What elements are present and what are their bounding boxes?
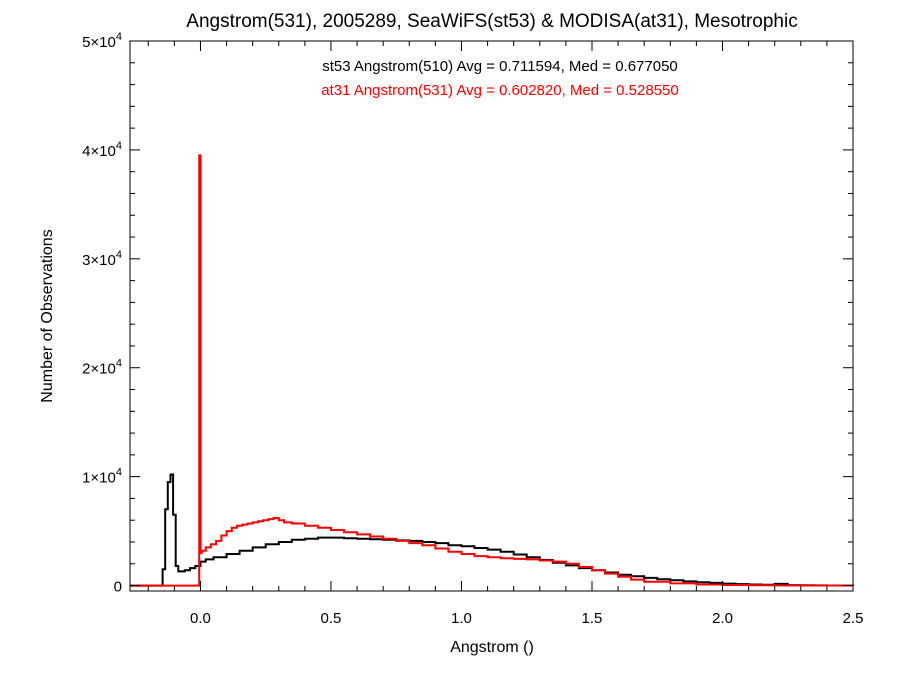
series-line-0 xyxy=(130,473,854,587)
x-tick-label: 0.5 xyxy=(321,610,342,627)
series-line-1 xyxy=(130,154,854,587)
plot-area xyxy=(130,154,854,587)
x-tick-label: 0.0 xyxy=(190,610,211,627)
x-tick-label: 2.5 xyxy=(843,610,864,627)
y-tick-label: 4×104 xyxy=(82,140,122,160)
y-tick-label: 5×104 xyxy=(82,31,122,51)
x-tick-label: 1.5 xyxy=(582,610,603,627)
plot-frame xyxy=(129,40,854,592)
x-axis: 0.0 0.5 1.0 1.5 2.0 2.5 xyxy=(147,41,864,627)
y-tick-label: 1×104 xyxy=(82,467,122,487)
legend-entry-st53: st53 Angstrom(510) Avg = 0.711594, Med =… xyxy=(322,58,678,75)
chart-title: Angstrom(531), 2005289, SeaWiFS(st53) & … xyxy=(186,11,797,32)
legend-entry-at31: at31 Angstrom(531) Avg = 0.602820, Med =… xyxy=(321,82,679,99)
y-tick-label: 0 xyxy=(114,579,122,596)
y-axis: 0 1×104 2×104 3×104 4×104 5×104 xyxy=(82,31,853,596)
x-tick-label: 1.0 xyxy=(451,610,472,627)
y-tick-label: 3×104 xyxy=(82,249,122,269)
y-tick-label: 2×104 xyxy=(82,358,122,378)
x-axis-label: Angstrom () xyxy=(450,639,534,656)
x-tick-label: 2.0 xyxy=(712,610,733,627)
y-axis-label: Number of Observations xyxy=(39,229,56,402)
